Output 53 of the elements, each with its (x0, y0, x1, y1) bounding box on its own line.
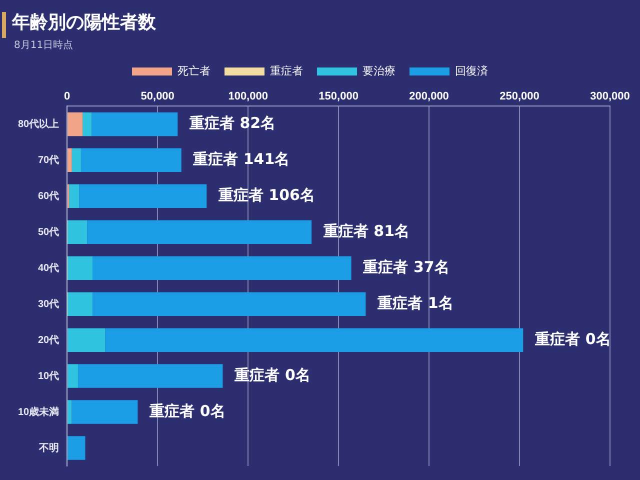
annotation: 重症者 37名 (362, 258, 450, 276)
bar (79, 184, 207, 208)
annotation: 重症者 0名 (234, 366, 310, 384)
legend-label: 要治療 (362, 64, 396, 78)
bar (68, 148, 72, 172)
bar (92, 292, 366, 316)
bar (87, 220, 312, 244)
bar (68, 364, 78, 388)
annotation: 重症者 106名 (217, 186, 316, 204)
y-tick-label: 不明 (38, 442, 60, 454)
y-tick-label: 40代 (38, 262, 60, 274)
y-tick-label: 70代 (38, 154, 60, 166)
bar (68, 112, 83, 136)
bar (92, 112, 178, 136)
bar (72, 400, 138, 424)
bar (92, 256, 352, 280)
x-tick-label: 50,000 (140, 90, 174, 103)
y-tick-label: 10代 (38, 370, 60, 382)
bar (72, 148, 81, 172)
bar (78, 364, 223, 388)
bar (80, 148, 182, 172)
y-tick-label: 60代 (38, 190, 60, 202)
annotation: 重症者 81名 (322, 222, 410, 240)
y-tick-label: 30代 (38, 298, 60, 310)
y-tick-label: 10歳未満 (18, 406, 60, 418)
y-tick-label: 80代以上 (18, 118, 60, 130)
bar (68, 400, 72, 424)
x-tick-label: 250,000 (500, 90, 540, 103)
bar (67, 220, 88, 244)
bar (67, 292, 92, 316)
x-tick-label: 150,000 (318, 90, 358, 103)
chart-subtitle: 8月11日時点 (14, 38, 74, 52)
annotation: 重症者 0名 (148, 402, 226, 420)
y-tick-label: 50代 (38, 226, 60, 238)
y-tick-label: 20代 (38, 334, 60, 346)
bar (67, 256, 93, 280)
legend-label: 死亡者 (178, 64, 210, 78)
bar (68, 328, 106, 352)
x-tick-label: 100,000 (228, 90, 268, 103)
chart-title: 年齢別の陽性者数 (12, 11, 156, 34)
annotation: 重症者 82名 (188, 114, 276, 132)
annotation: 重症者 1名 (376, 294, 454, 312)
bar (82, 112, 92, 136)
x-tick-label: 300,000 (590, 90, 630, 103)
annotation: 重症者 141名 (192, 150, 290, 168)
annotation: 重症者 0名 (534, 330, 611, 348)
bar (69, 184, 80, 208)
legend-label: 回復済 (455, 64, 488, 78)
legend-label: 重症者 (270, 64, 303, 78)
x-tick-label: 0 (64, 90, 70, 103)
x-tick-label: 200,000 (409, 90, 449, 103)
bar (105, 328, 524, 352)
bar (68, 436, 86, 460)
